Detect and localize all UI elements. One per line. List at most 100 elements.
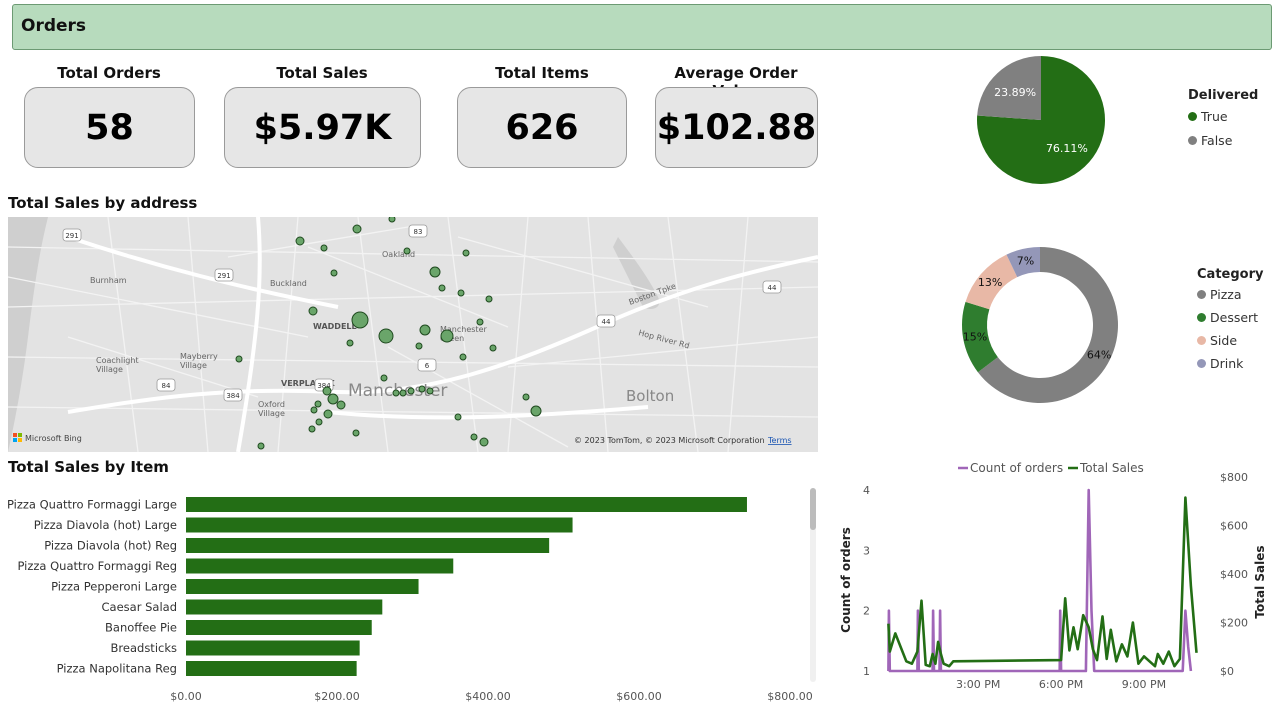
map-label-bolton: Bolton	[626, 387, 674, 405]
map-label-buckland: Buckland	[270, 279, 307, 288]
line-right-tick: $600	[1220, 520, 1248, 533]
map-terms-link[interactable]: Terms	[767, 436, 792, 445]
map-bubble[interactable]	[429, 266, 441, 278]
slice-false[interactable]	[977, 56, 1041, 120]
map-bubble[interactable]	[418, 385, 426, 393]
kpi-title-total-sales: Total Sales	[276, 64, 368, 82]
page-title: Orders	[21, 16, 87, 36]
map-bubble[interactable]	[388, 217, 396, 223]
kpi-card-total-sales[interactable]: $5.97K	[224, 87, 421, 168]
line-x-tick: 3:00 PM	[956, 678, 1000, 691]
bar-axis-tick: $200.00	[314, 690, 360, 703]
bar-2[interactable]	[186, 538, 550, 553]
map-bubble[interactable]	[346, 339, 354, 347]
map-label-verplanck: VERPLANCK	[281, 379, 336, 388]
map-bubble[interactable]	[392, 389, 400, 397]
bar-7[interactable]	[186, 640, 360, 656]
orders-sales-line-chart[interactable]: Count of orders Total Sales 1 2 3 4 $0 $200 $40…	[832, 458, 1278, 710]
map-bubble[interactable]	[310, 406, 318, 414]
map-bubble[interactable]	[330, 269, 338, 277]
map-bubble[interactable]	[352, 429, 360, 437]
line-legend-label-0[interactable]: Count of orders	[970, 461, 1063, 475]
kpi-title-total-orders: Total Orders	[57, 64, 161, 82]
kpi-card-total-orders[interactable]: 58	[24, 87, 195, 168]
kpi-card-average-order-value[interactable]: $102.88	[655, 87, 818, 168]
bar-5[interactable]	[186, 599, 383, 615]
line-series-total-sales[interactable]	[887, 496, 1198, 668]
map-bubble[interactable]	[470, 433, 478, 441]
map-bubble[interactable]	[378, 328, 394, 344]
bar-4[interactable]	[186, 579, 419, 594]
map-bubble[interactable]	[308, 425, 316, 433]
sales-by-item-bar-chart[interactable]: Pizza Quattro Formaggi Large Pizza Diavol…	[0, 482, 822, 710]
map-bubble[interactable]	[459, 353, 467, 361]
svg-text:291: 291	[217, 272, 230, 280]
slice-dessert[interactable]	[962, 301, 998, 373]
legend-item-true[interactable]: True	[1188, 109, 1258, 124]
map-bubble[interactable]	[479, 437, 489, 447]
legend-dot-pizza	[1197, 290, 1206, 299]
route-shield-84: 84	[156, 378, 176, 392]
map-bubble[interactable]	[407, 387, 415, 395]
bar-chart-title: Total Sales by Item	[8, 458, 169, 476]
map-bubble[interactable]	[380, 374, 388, 382]
delivered-legend: Delivered True False	[1188, 88, 1258, 148]
map-bubble[interactable]	[457, 289, 465, 297]
bar-6[interactable]	[186, 620, 372, 635]
category-donut-chart[interactable]: 64% 15% 13% 7%	[950, 238, 1130, 413]
map-bubble[interactable]	[440, 329, 454, 343]
line-series-count-of-orders[interactable]	[887, 488, 1193, 673]
map-bubble[interactable]	[522, 393, 530, 401]
kpi-card-total-items[interactable]: 626	[457, 87, 627, 168]
bar-chart-scrollbar-thumb[interactable]	[810, 488, 816, 530]
bar-chart-scrollbar-track[interactable]	[810, 488, 816, 682]
svg-text:83: 83	[414, 228, 423, 236]
map-bubble[interactable]	[426, 387, 434, 395]
legend-item-side[interactable]: Side	[1197, 333, 1263, 348]
map-bubble[interactable]	[352, 224, 362, 234]
slice-side[interactable]	[965, 254, 1018, 310]
bar-0[interactable]	[186, 497, 747, 512]
bar-3[interactable]	[186, 558, 454, 574]
slice-pizza[interactable]	[977, 247, 1118, 403]
map-bubble[interactable]	[485, 295, 493, 303]
map-bubble[interactable]	[476, 318, 484, 326]
map-bubble[interactable]	[462, 249, 470, 257]
map-bubble[interactable]	[257, 442, 265, 450]
map-label-oakland: Oakland	[382, 250, 415, 259]
map-bubble[interactable]	[415, 342, 423, 350]
legend-item-drink[interactable]: Drink	[1197, 356, 1263, 371]
map-bubble[interactable]	[399, 389, 407, 397]
legend-item-pizza[interactable]: Pizza	[1197, 287, 1263, 302]
slice-drink[interactable]	[1006, 247, 1040, 278]
map-bubble[interactable]	[438, 284, 446, 292]
map-bubble[interactable]	[235, 355, 243, 363]
bar-1[interactable]	[186, 517, 573, 533]
map-bubble[interactable]	[323, 409, 333, 419]
map-bubble[interactable]	[419, 324, 431, 336]
map-bubble[interactable]	[314, 400, 322, 408]
map-bubble[interactable]	[308, 306, 318, 316]
legend-item-dessert[interactable]: Dessert	[1197, 310, 1263, 325]
route-shield-291: 291	[214, 268, 234, 282]
map-bubble[interactable]	[489, 344, 497, 352]
bar-8[interactable]	[186, 661, 357, 676]
map-copyright: © 2023 TomTom, © 2023 Microsoft Corporat…	[574, 436, 765, 445]
legend-item-false[interactable]: False	[1188, 133, 1258, 148]
map-label-oxford: Oxford Village	[258, 400, 285, 418]
map-bubble[interactable]	[327, 393, 339, 405]
map-bubble[interactable]	[351, 311, 369, 329]
map-bubble[interactable]	[403, 247, 411, 255]
map-bubble[interactable]	[454, 413, 462, 421]
slice-label-false: 23.89%	[994, 86, 1036, 99]
map-bubble[interactable]	[322, 386, 332, 396]
sales-map[interactable]: Burnham Buckland Oakland WADDELL VERPLAN…	[8, 217, 818, 452]
map-bubble[interactable]	[530, 405, 542, 417]
map-bubble[interactable]	[320, 244, 328, 252]
map-bubble[interactable]	[295, 236, 305, 246]
delivered-pie-chart[interactable]: 76.11% 23.89%	[960, 50, 1130, 195]
legend-dot-true	[1188, 112, 1197, 121]
line-legend-label-1[interactable]: Total Sales	[1079, 461, 1144, 475]
map-bubble[interactable]	[336, 400, 346, 410]
map-bubble[interactable]	[315, 418, 323, 426]
